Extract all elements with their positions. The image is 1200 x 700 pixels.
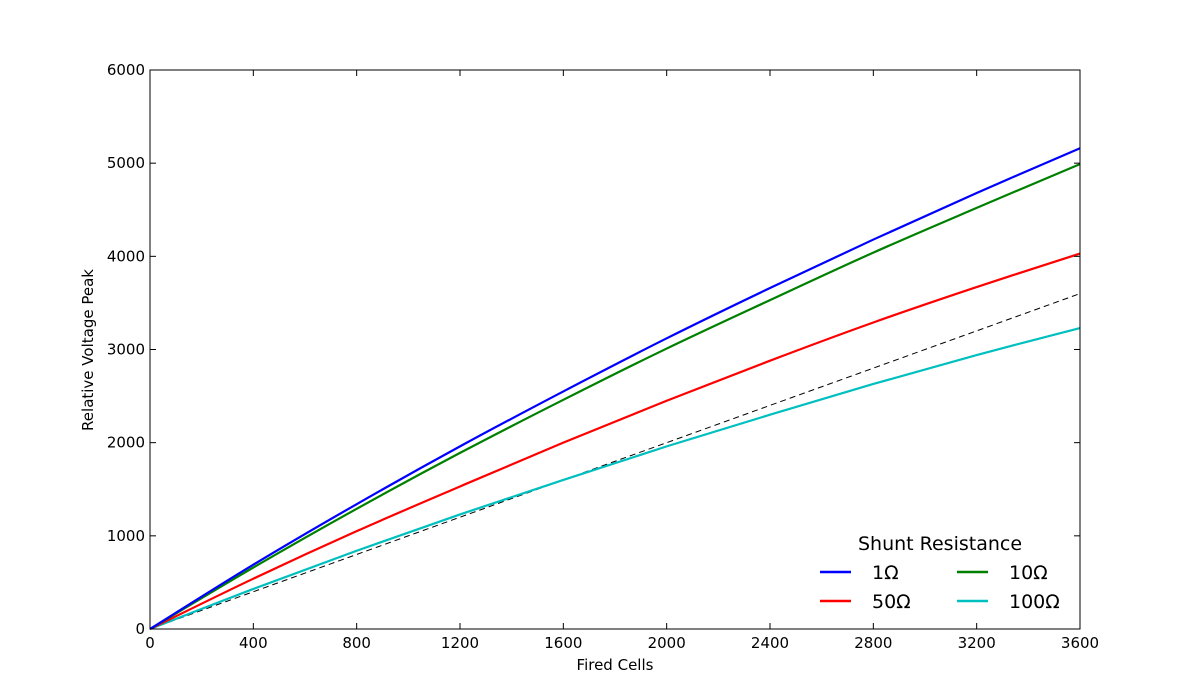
- y-tick-label: 2000: [107, 434, 145, 452]
- y-tick-label: 0: [135, 620, 145, 638]
- series-line-50-ohm: [149, 252, 1081, 630]
- legend-label-50-ohm: 50Ω: [872, 591, 911, 613]
- series-line-1-ohm: [149, 147, 1081, 630]
- y-axis-label: Relative Voltage Peak: [79, 269, 97, 431]
- legend-label-100-ohm: 100Ω: [1009, 591, 1060, 613]
- legend-label-10-ohm: 10Ω: [1009, 562, 1048, 584]
- y-tick-label: 1000: [107, 527, 145, 545]
- series-layer: [149, 147, 1081, 631]
- x-tick-label: 2000: [648, 634, 686, 652]
- x-tick-label: 1200: [441, 634, 479, 652]
- x-axis-label: Fired Cells: [577, 656, 654, 674]
- y-tick-label: 4000: [107, 247, 145, 265]
- x-tick-label: 3600: [1061, 634, 1099, 652]
- y-tick-label: 6000: [107, 61, 145, 79]
- x-tick-label: 800: [342, 634, 371, 652]
- series-line-100-ohm: [149, 327, 1081, 631]
- x-tick-label: 400: [239, 634, 268, 652]
- series-line-10-ohm: [149, 163, 1081, 630]
- ticks-layer: 0 400 800 1200 1600 2000 2400 2800 3200 3600 0 1000…: [107, 61, 1099, 652]
- x-tick-label: 0: [145, 634, 155, 652]
- series-line-reference-dashed: [149, 293, 1081, 630]
- x-tick-label: 2400: [751, 634, 789, 652]
- y-tick-label: 3000: [107, 341, 145, 359]
- legend-label-1-ohm: 1Ω: [872, 562, 899, 584]
- legend: Shunt Resistance 1Ω 10Ω 50Ω 100Ω: [820, 533, 1060, 613]
- legend-title: Shunt Resistance: [858, 533, 1022, 555]
- y-tick-label: 5000: [107, 154, 145, 172]
- x-tick-label: 2800: [854, 634, 892, 652]
- x-tick-label: 3200: [958, 634, 996, 652]
- x-tick-label: 1600: [544, 634, 582, 652]
